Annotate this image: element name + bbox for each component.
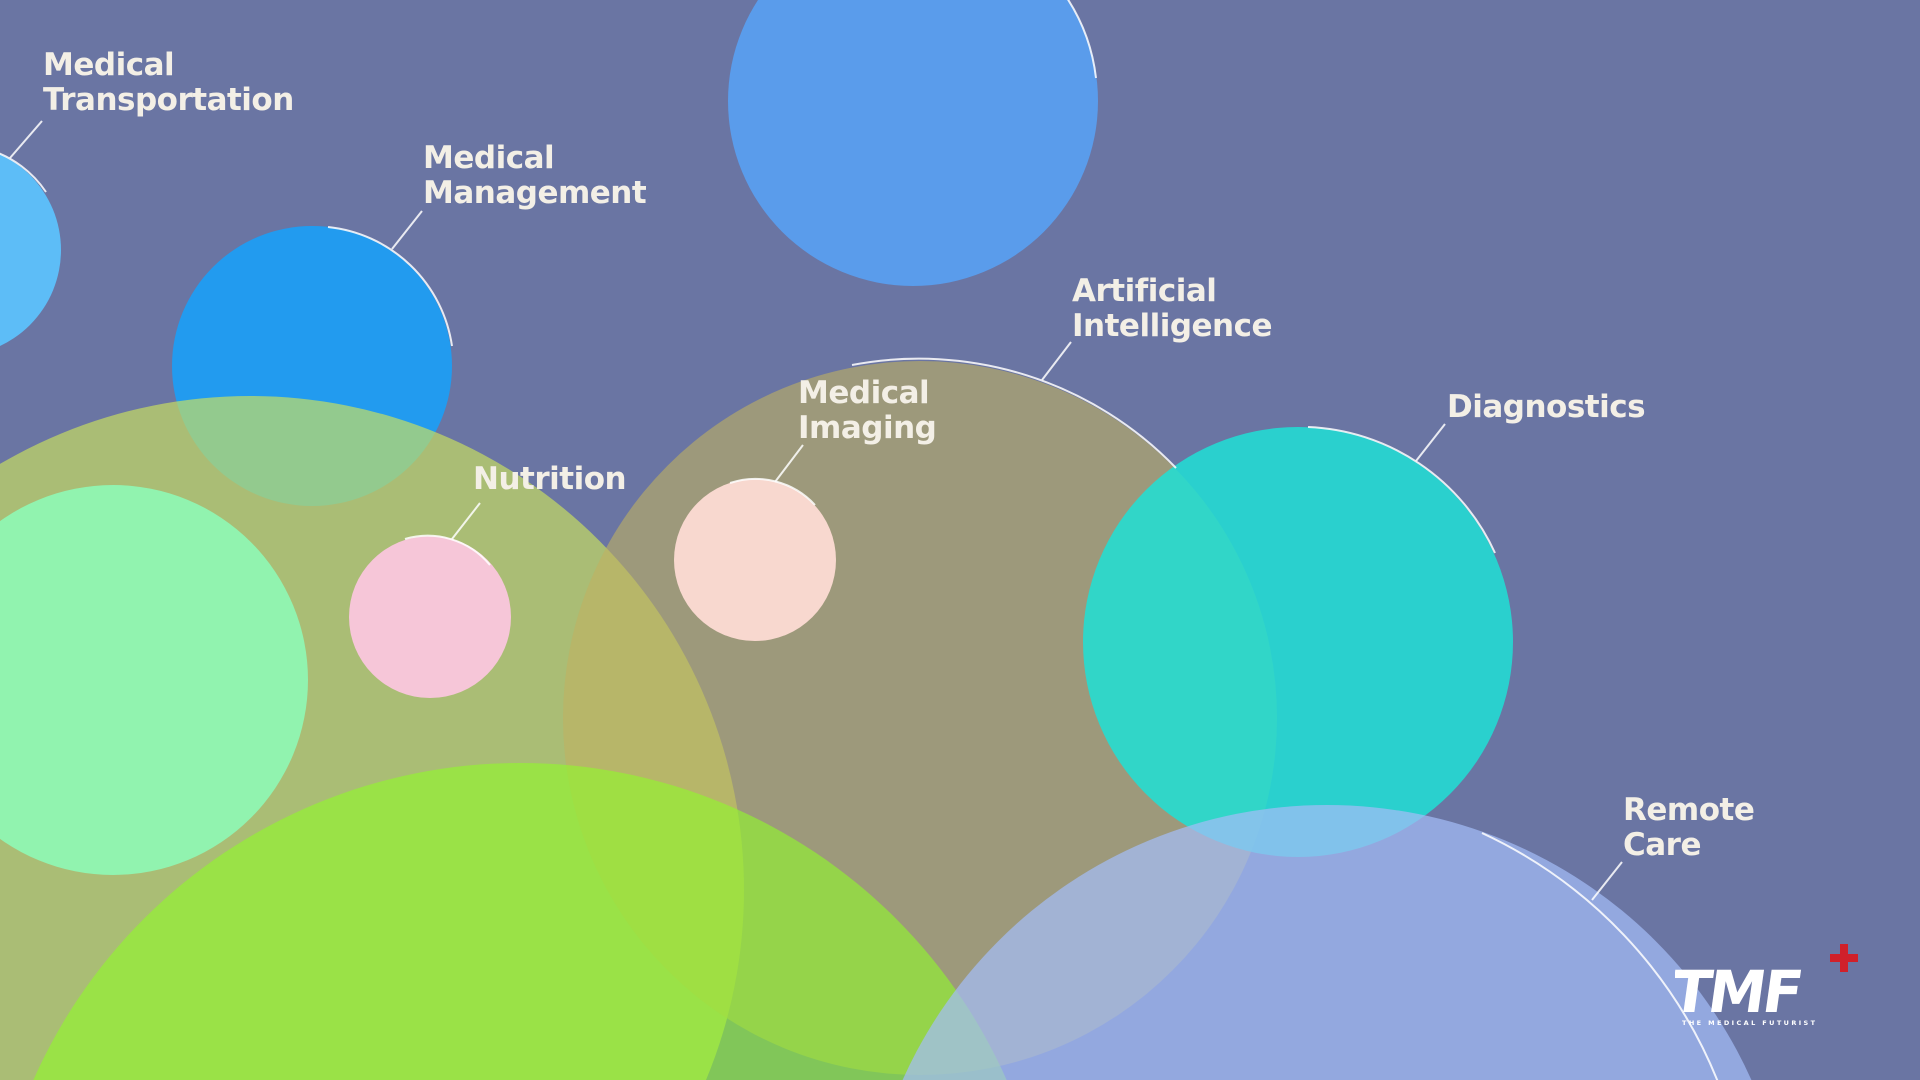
arc-diagnostics bbox=[1307, 426, 1496, 554]
bubble-nutrition bbox=[349, 536, 511, 698]
arc-top-unlabeled bbox=[1067, 0, 1097, 79]
arc-medical-management bbox=[327, 226, 453, 347]
leader-medical-transportation bbox=[9, 120, 43, 159]
bubble-top-unlabeled bbox=[728, 0, 1098, 286]
leader-lines bbox=[9, 120, 1623, 901]
label-medical-transportation: Medical Transportation bbox=[43, 47, 294, 118]
bubble-mint bbox=[0, 485, 308, 875]
leader-remote-care bbox=[1591, 861, 1623, 901]
arc-remote-care bbox=[1481, 832, 1719, 1080]
bubble-remote-care bbox=[902, 805, 1752, 1080]
leader-diagnostics bbox=[1415, 423, 1446, 462]
arc-medical-transportation bbox=[0, 152, 47, 193]
label-remote-care: Remote Care bbox=[1623, 792, 1755, 863]
arc-artificial-intelligence bbox=[851, 357, 1177, 469]
label-artificial-intelligence: Artificial Intelligence bbox=[1072, 273, 1273, 344]
tmf-logo: TMF bbox=[1675, 944, 1858, 1026]
label-diagnostics: Diagnostics bbox=[1447, 389, 1646, 425]
bubble-medical-transportation bbox=[0, 154, 61, 346]
logo-tagline: THE MEDICAL FUTURIST bbox=[1682, 1019, 1818, 1027]
logo-wordmark: TMF bbox=[1675, 958, 1805, 1026]
label-medical-management: Medical Management bbox=[423, 140, 647, 211]
bubble-diagnostics bbox=[1083, 427, 1513, 857]
leader-artificial-intelligence bbox=[1041, 341, 1072, 381]
label-nutrition: Nutrition bbox=[473, 461, 627, 497]
bubble-outline-arcs bbox=[0, 0, 1719, 1080]
leader-medical-imaging bbox=[774, 444, 804, 483]
arc-nutrition bbox=[404, 534, 491, 566]
label-medical-imaging: Medical Imaging bbox=[798, 375, 937, 446]
leader-medical-management bbox=[391, 210, 423, 250]
leader-nutrition bbox=[451, 502, 481, 540]
logo-cross-icon bbox=[1830, 944, 1858, 972]
bubble-medical-imaging bbox=[674, 479, 836, 641]
bubble-lime bbox=[33, 763, 1007, 1080]
